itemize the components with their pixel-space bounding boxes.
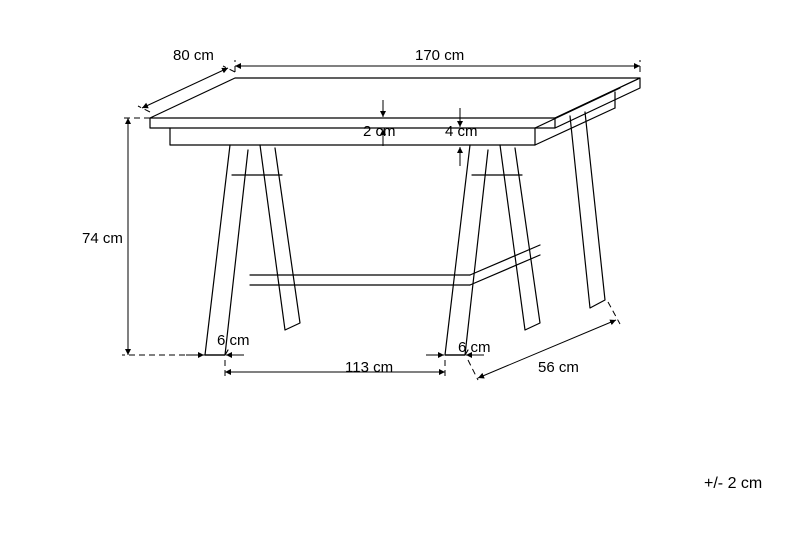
dim-leg-span: 113 cm — [345, 359, 393, 376]
dim-leg-depth: 56 cm — [538, 359, 579, 376]
dim-apron: 4 cm — [445, 123, 478, 140]
dim-depth-top: 80 cm — [173, 47, 214, 64]
diagram-stage: 80 cm 170 cm 2 cm 4 cm 74 cm 6 cm 113 cm… — [0, 0, 800, 533]
tolerance-note: +/- 2 cm — [704, 475, 762, 493]
dim-leg-left: 6 cm — [217, 332, 250, 349]
table-drawing — [0, 0, 800, 533]
dim-leg-right: 6 cm — [458, 339, 491, 356]
dim-top-thickness: 2 cm — [363, 123, 396, 140]
dim-height: 74 cm — [82, 230, 123, 247]
dim-length-top: 170 cm — [415, 47, 464, 64]
